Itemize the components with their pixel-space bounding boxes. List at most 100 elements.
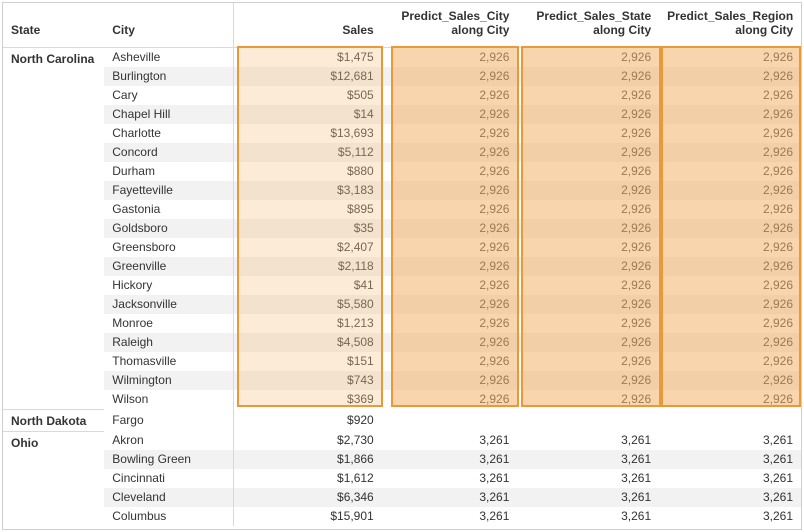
table-row[interactable]: Gastonia$8952,9262,9262,926 — [3, 200, 801, 219]
table-row[interactable]: Columbus$15,9013,2613,2613,261 — [3, 507, 801, 526]
header-predict-state[interactable]: Predict_Sales_State along City — [517, 3, 659, 48]
table-row[interactable]: Bowling Green$1,8663,2613,2613,261 — [3, 450, 801, 469]
sales-cell[interactable]: $1,213 — [234, 314, 382, 333]
city-cell[interactable]: Fayetteville — [104, 181, 234, 200]
city-cell[interactable]: Cary — [104, 86, 234, 105]
predict-cell[interactable]: 2,926 — [517, 257, 659, 276]
city-cell[interactable]: Durham — [104, 162, 234, 181]
predict-cell[interactable]: 2,926 — [388, 143, 518, 162]
predict-cell[interactable]: 2,926 — [388, 314, 518, 333]
predict-cell[interactable]: 2,926 — [517, 390, 659, 409]
predict-cell[interactable]: 2,926 — [517, 143, 659, 162]
city-cell[interactable]: Greenville — [104, 257, 234, 276]
predict-cell[interactable]: 2,926 — [388, 219, 518, 238]
predict-cell[interactable]: 3,261 — [659, 488, 801, 507]
predict-cell[interactable]: 2,926 — [659, 219, 801, 238]
predict-cell[interactable]: 3,261 — [659, 469, 801, 488]
table-row[interactable]: Charlotte$13,6932,9262,9262,926 — [3, 124, 801, 143]
predict-cell[interactable]: 2,926 — [517, 48, 659, 68]
sales-cell[interactable]: $12,681 — [234, 67, 382, 86]
table-row[interactable]: Greensboro$2,4072,9262,9262,926 — [3, 238, 801, 257]
header-city[interactable]: City — [104, 3, 234, 48]
predict-cell[interactable]: 2,926 — [388, 181, 518, 200]
predict-cell[interactable]: 2,926 — [659, 105, 801, 124]
predict-cell[interactable]: 2,926 — [517, 124, 659, 143]
city-cell[interactable]: Bowling Green — [104, 450, 234, 469]
sales-cell[interactable]: $2,118 — [234, 257, 382, 276]
city-cell[interactable]: Fargo — [104, 409, 234, 431]
table-row[interactable]: Cary$5052,9262,9262,926 — [3, 86, 801, 105]
predict-cell[interactable]: 2,926 — [517, 86, 659, 105]
city-cell[interactable]: Monroe — [104, 314, 234, 333]
predict-cell[interactable]: 2,926 — [659, 181, 801, 200]
city-cell[interactable]: Akron — [104, 431, 234, 450]
sales-cell[interactable]: $4,508 — [234, 333, 382, 352]
table-row[interactable]: Wilson$3692,9262,9262,926 — [3, 390, 801, 409]
predict-cell[interactable]: 2,926 — [659, 86, 801, 105]
predict-cell[interactable]: 2,926 — [388, 390, 518, 409]
sales-cell[interactable]: $15,901 — [234, 507, 382, 526]
predict-cell[interactable]: 2,926 — [388, 257, 518, 276]
sales-cell[interactable]: $369 — [234, 390, 382, 409]
predict-cell[interactable]: 2,926 — [659, 162, 801, 181]
predict-cell[interactable]: 2,926 — [388, 238, 518, 257]
sales-cell[interactable]: $41 — [234, 276, 382, 295]
predict-cell[interactable]: 2,926 — [388, 352, 518, 371]
table-row[interactable]: Concord$5,1122,9262,9262,926 — [3, 143, 801, 162]
table-row[interactable]: Jacksonville$5,5802,9262,9262,926 — [3, 295, 801, 314]
city-cell[interactable]: Hickory — [104, 276, 234, 295]
predict-cell[interactable]: 2,926 — [659, 314, 801, 333]
predict-cell[interactable]: 2,926 — [517, 105, 659, 124]
header-predict-region[interactable]: Predict_Sales_Region along City — [659, 3, 801, 48]
predict-cell[interactable]: 2,926 — [659, 333, 801, 352]
predict-cell[interactable]: 2,926 — [517, 333, 659, 352]
predict-cell[interactable]: 2,926 — [517, 238, 659, 257]
predict-cell[interactable]: 2,926 — [659, 390, 801, 409]
predict-cell[interactable]: 3,261 — [388, 431, 518, 450]
predict-cell[interactable]: 2,926 — [388, 48, 518, 68]
city-cell[interactable]: Cincinnati — [104, 469, 234, 488]
state-cell[interactable]: Ohio — [3, 431, 104, 526]
predict-cell[interactable]: 2,926 — [659, 257, 801, 276]
predict-cell[interactable]: 2,926 — [517, 371, 659, 390]
table-row[interactable]: Durham$8802,9262,9262,926 — [3, 162, 801, 181]
sales-cell[interactable]: $895 — [234, 200, 382, 219]
city-cell[interactable]: Greensboro — [104, 238, 234, 257]
city-cell[interactable]: Burlington — [104, 67, 234, 86]
predict-cell[interactable]: 2,926 — [517, 352, 659, 371]
predict-cell[interactable]: 3,261 — [517, 507, 659, 526]
predict-cell[interactable]: 3,261 — [388, 450, 518, 469]
table-row[interactable]: Cincinnati$1,6123,2613,2613,261 — [3, 469, 801, 488]
predict-cell[interactable]: 2,926 — [388, 333, 518, 352]
city-cell[interactable]: Jacksonville — [104, 295, 234, 314]
predict-cell[interactable]: 2,926 — [659, 48, 801, 68]
sales-cell[interactable]: $1,612 — [234, 469, 382, 488]
predict-cell[interactable]: 3,261 — [659, 431, 801, 450]
predict-cell[interactable]: 2,926 — [388, 276, 518, 295]
predict-cell[interactable]: 3,261 — [388, 469, 518, 488]
table-row[interactable]: Chapel Hill$142,9262,9262,926 — [3, 105, 801, 124]
sales-cell[interactable]: $14 — [234, 105, 382, 124]
city-cell[interactable]: Thomasville — [104, 352, 234, 371]
city-cell[interactable]: Cleveland — [104, 488, 234, 507]
predict-cell[interactable]: 2,926 — [659, 143, 801, 162]
predict-cell[interactable]: 2,926 — [659, 276, 801, 295]
sales-cell[interactable]: $880 — [234, 162, 382, 181]
predict-cell[interactable]: 2,926 — [388, 200, 518, 219]
sales-cell[interactable]: $2,407 — [234, 238, 382, 257]
city-cell[interactable]: Raleigh — [104, 333, 234, 352]
table-row[interactable]: Monroe$1,2132,9262,9262,926 — [3, 314, 801, 333]
predict-cell[interactable]: 3,261 — [659, 450, 801, 469]
header-state[interactable]: State — [3, 3, 104, 48]
table-row[interactable]: Raleigh$4,5082,9262,9262,926 — [3, 333, 801, 352]
predict-cell[interactable]: 2,926 — [517, 295, 659, 314]
predict-cell[interactable]: 2,926 — [388, 124, 518, 143]
table-row[interactable]: Thomasville$1512,9262,9262,926 — [3, 352, 801, 371]
predict-cell[interactable]: 2,926 — [517, 276, 659, 295]
sales-cell[interactable]: $505 — [234, 86, 382, 105]
predict-cell[interactable]: 3,261 — [388, 488, 518, 507]
table-row[interactable]: Cleveland$6,3463,2613,2613,261 — [3, 488, 801, 507]
predict-cell[interactable]: 2,926 — [659, 295, 801, 314]
predict-cell[interactable]: 3,261 — [517, 469, 659, 488]
sales-cell[interactable]: $3,183 — [234, 181, 382, 200]
